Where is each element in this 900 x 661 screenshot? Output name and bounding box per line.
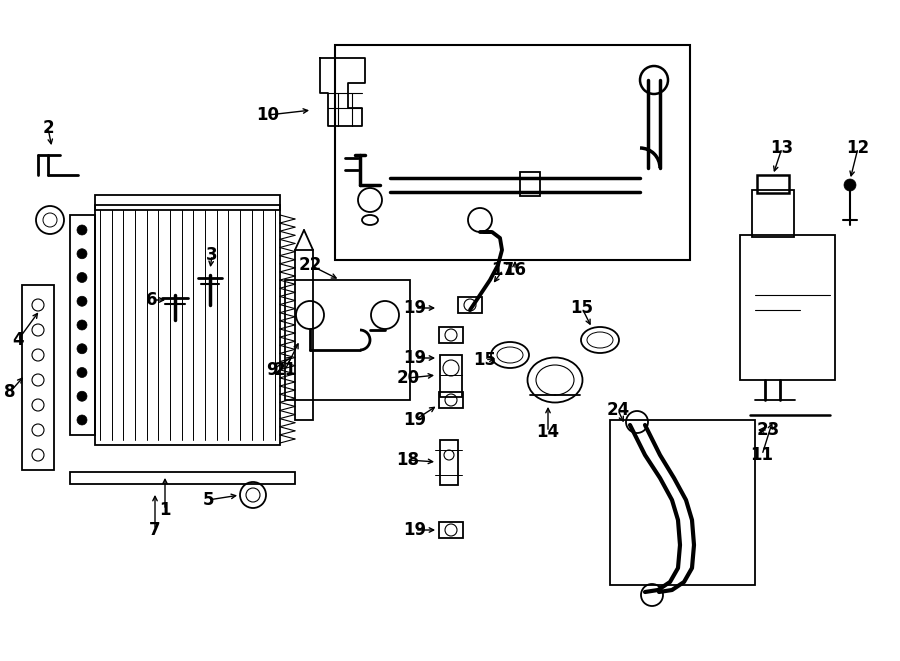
Text: 13: 13: [770, 139, 794, 157]
Text: 24: 24: [607, 401, 630, 419]
Text: 15: 15: [473, 351, 497, 369]
Text: 21: 21: [274, 361, 297, 379]
Bar: [458, 297, 482, 313]
Circle shape: [246, 488, 260, 502]
Circle shape: [77, 368, 87, 377]
Bar: [752, 190, 794, 237]
Circle shape: [844, 179, 856, 191]
Bar: [70, 472, 295, 484]
Text: 1: 1: [159, 501, 171, 519]
Bar: [70, 215, 95, 435]
Circle shape: [77, 344, 87, 354]
Circle shape: [77, 415, 87, 425]
Text: 8: 8: [4, 383, 16, 401]
Text: 16: 16: [503, 261, 526, 279]
Bar: [439, 392, 463, 408]
Text: 3: 3: [206, 246, 218, 264]
Circle shape: [77, 320, 87, 330]
Text: 19: 19: [403, 411, 427, 429]
Text: 11: 11: [751, 446, 773, 464]
Text: 7: 7: [149, 521, 161, 539]
Bar: [95, 205, 280, 445]
Text: 14: 14: [536, 423, 560, 441]
Text: 5: 5: [202, 491, 214, 509]
Text: 17: 17: [491, 261, 515, 279]
Text: 19: 19: [403, 521, 427, 539]
Text: 23: 23: [756, 421, 779, 439]
Text: 6: 6: [146, 291, 158, 309]
Text: 19: 19: [403, 349, 427, 367]
Text: 10: 10: [256, 106, 280, 124]
Bar: [440, 440, 458, 485]
Circle shape: [77, 391, 87, 401]
Bar: [95, 195, 280, 210]
Text: 19: 19: [403, 299, 427, 317]
Circle shape: [77, 296, 87, 306]
Bar: [440, 355, 462, 397]
Bar: [295, 250, 313, 420]
Circle shape: [77, 249, 87, 258]
Text: 20: 20: [396, 369, 419, 387]
Bar: [757, 175, 789, 193]
Bar: [285, 280, 410, 400]
Text: 12: 12: [846, 139, 869, 157]
Text: 22: 22: [299, 256, 321, 274]
Text: 2: 2: [42, 119, 54, 137]
Text: 9: 9: [266, 361, 278, 379]
Bar: [439, 522, 463, 538]
Circle shape: [77, 225, 87, 235]
Bar: [520, 172, 540, 196]
Text: 15: 15: [571, 299, 593, 317]
Bar: [22, 285, 54, 470]
Bar: [439, 327, 463, 343]
Text: 18: 18: [397, 451, 419, 469]
Bar: [610, 420, 755, 585]
Bar: [740, 235, 835, 380]
Circle shape: [77, 272, 87, 282]
Bar: [335, 45, 690, 260]
Text: 4: 4: [13, 331, 23, 349]
